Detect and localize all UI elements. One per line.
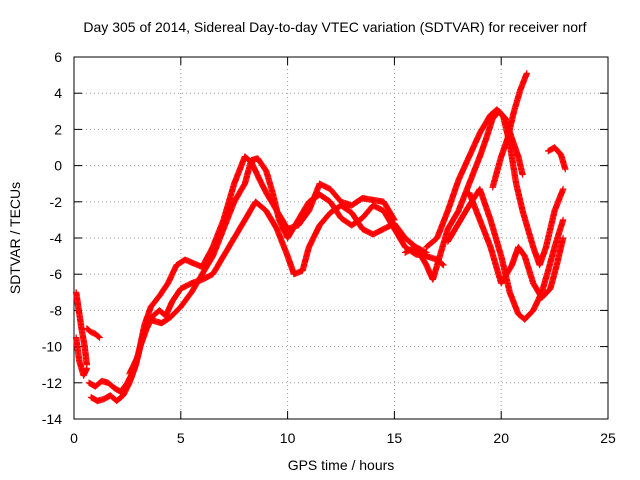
data-point bbox=[390, 215, 397, 223]
series-arc-12 bbox=[545, 144, 569, 173]
data-point bbox=[95, 333, 102, 340]
y-tick-label: 4 bbox=[54, 85, 62, 101]
y-tick-label: 2 bbox=[54, 121, 62, 137]
y-axis-label: SDTVAR / TECUs bbox=[7, 182, 23, 294]
data-series bbox=[72, 70, 569, 405]
x-tick-label: 0 bbox=[70, 430, 78, 446]
y-tick-label: 6 bbox=[54, 49, 62, 65]
x-axis: 0 5 10 15 20 25 bbox=[70, 57, 616, 446]
data-point bbox=[559, 185, 567, 193]
data-point bbox=[562, 166, 569, 173]
y-axis: -14 -12 -10 -8 -6 -4 -2 0 2 4 6 bbox=[42, 49, 608, 427]
series-arc-10 bbox=[466, 189, 567, 301]
data-point bbox=[519, 171, 526, 178]
series-arc-1 bbox=[72, 289, 90, 368]
x-tick-label: 10 bbox=[280, 430, 296, 446]
data-point bbox=[83, 365, 90, 372]
series-arc-8 bbox=[423, 106, 567, 269]
y-tick-label: -6 bbox=[50, 266, 63, 282]
y-tick-label: -12 bbox=[42, 375, 62, 391]
x-tick-label: 20 bbox=[493, 430, 509, 446]
series-arc-11 bbox=[489, 70, 530, 191]
x-axis-label: GPS time / hours bbox=[288, 457, 395, 473]
series-arc-3 bbox=[83, 325, 103, 341]
x-tick-label: 25 bbox=[600, 430, 616, 446]
data-point bbox=[391, 216, 398, 224]
x-tick-label: 15 bbox=[387, 430, 403, 446]
data-point bbox=[96, 334, 103, 341]
series-arc-6 bbox=[126, 153, 398, 377]
y-tick-label: -4 bbox=[50, 230, 63, 246]
chart-title: Day 305 of 2014, Sidereal Day-to-day VTE… bbox=[83, 19, 586, 35]
data-point bbox=[523, 70, 530, 77]
x-tick-label: 5 bbox=[177, 430, 185, 446]
y-tick-label: -14 bbox=[42, 411, 62, 427]
y-tick-label: -2 bbox=[50, 194, 63, 210]
data-point bbox=[559, 234, 567, 242]
y-tick-label: -10 bbox=[42, 339, 62, 355]
data-point bbox=[559, 216, 567, 224]
series-arc-2 bbox=[72, 334, 90, 379]
series-arc-9 bbox=[444, 185, 567, 323]
y-tick-label: 0 bbox=[54, 158, 62, 174]
y-tick-label: -8 bbox=[50, 302, 63, 318]
data-point bbox=[440, 261, 447, 269]
